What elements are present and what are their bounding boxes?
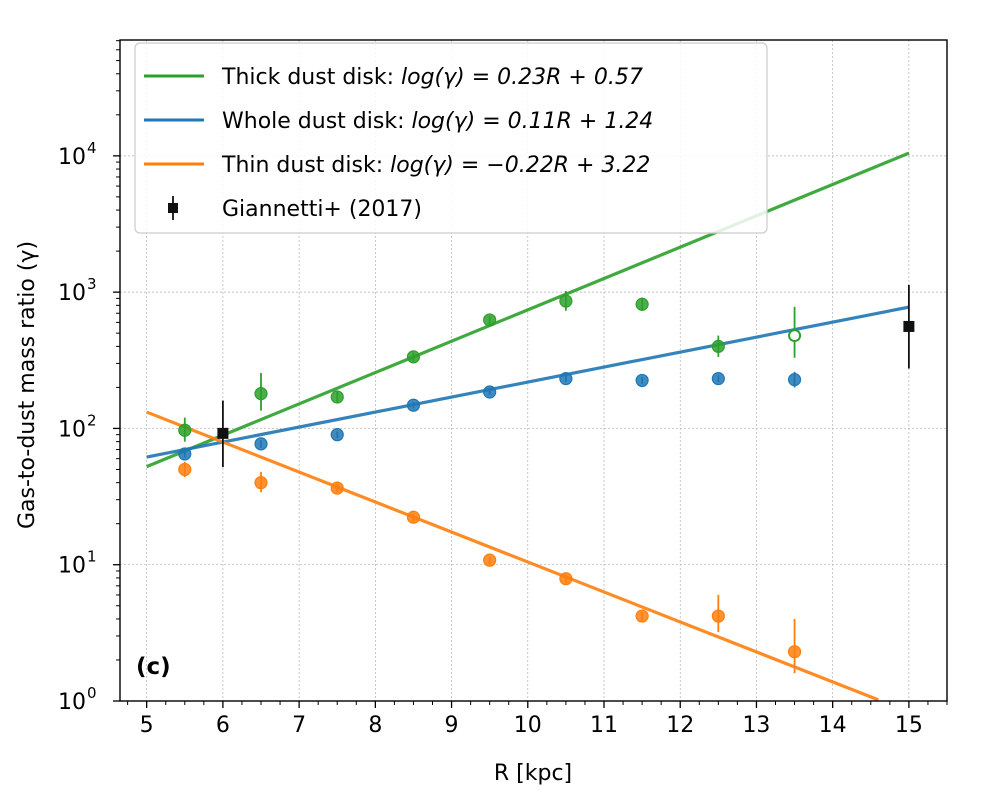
data-point-whole-dust-disk — [483, 385, 497, 399]
y-tick-label: 10 — [58, 554, 86, 579]
data-point-whole-dust-disk — [635, 373, 649, 388]
x-tick-label: 15 — [895, 713, 923, 738]
y-tick-label: 10 — [58, 690, 86, 715]
x-tick-label: 10 — [514, 713, 542, 738]
x-tick-label: 7 — [292, 713, 306, 738]
data-point-thin-dust-disk — [635, 609, 649, 623]
data-point-thin-dust-disk — [406, 510, 421, 524]
y-tick-base: 10 — [58, 145, 86, 170]
legend-box — [134, 42, 768, 234]
legend-label-thick: Thick dust disk: log(γ) = 0.23R + 0.57 — [221, 65, 643, 90]
data-point-thin-dust-disk — [330, 481, 344, 495]
data-point-thin-dust-disk — [254, 476, 268, 490]
fit-line-whole-dust-disk — [146, 305, 910, 459]
y-tick-label: 10 — [58, 145, 86, 170]
data-point-giannetti-2017- — [217, 427, 229, 439]
y-tick-base: 10 — [58, 417, 86, 442]
y-tick-exponent: 0 — [87, 684, 97, 702]
data-point-thick-dust-disk — [635, 297, 649, 311]
legend-label-thick-name: Thick dust disk: — [221, 65, 394, 90]
data-point-thick-dust-disk — [406, 350, 421, 364]
x-tick-label: 9 — [445, 713, 459, 738]
plot-frame — [119, 39, 948, 702]
legend-label-whole: Whole dust disk: log(γ) = 0.11R + 1.24 — [222, 109, 653, 134]
x-tick-label: 13 — [742, 713, 770, 738]
y-tick-base: 10 — [58, 554, 86, 579]
legend-label-thick-formula: log(γ) = 0.23R + 0.57 — [401, 65, 643, 90]
x-tick-label: 6 — [216, 713, 230, 738]
data-point-thick-dust-disk — [254, 387, 268, 401]
y-tick-exponent: 2 — [87, 411, 97, 429]
data-point-thin-dust-disk — [483, 553, 497, 567]
y-axis-label: Gas-to-dust mass ratio (γ) — [15, 241, 40, 529]
legend-label-whole-name: Whole dust disk: — [222, 109, 404, 134]
fit-lines — [146, 151, 910, 702]
fit-line-thick-dust-disk — [146, 151, 910, 469]
legend-label-giannetti: Giannetti+ (2017) — [222, 197, 422, 222]
data-point-whole-dust-disk — [254, 437, 268, 451]
legend: Thick dust disk: log(γ) = 0.23R + 0.57 W… — [134, 42, 768, 234]
x-tick-label: 5 — [140, 713, 154, 738]
data-point-thin-dust-disk — [559, 572, 573, 586]
x-tick-label: 8 — [368, 713, 382, 738]
data-points — [178, 284, 915, 674]
data-point-whole-dust-disk — [787, 373, 802, 387]
y-tick-base: 10 — [58, 281, 86, 306]
x-axis-label: R [kpc] — [494, 761, 572, 786]
data-point-thick-dust-disk-open-point- — [788, 329, 802, 343]
panel-label: (c) — [136, 654, 171, 680]
data-point-whole-dust-disk — [559, 372, 573, 386]
legend-swatch-giannetti-marker — [168, 203, 178, 213]
x-tick-label: 14 — [819, 713, 847, 738]
x-tick-label: 11 — [590, 713, 618, 738]
data-point-whole-dust-disk — [711, 372, 725, 386]
legend-label-thin-name: Thin dust disk: — [221, 153, 383, 178]
x-tick-label: 12 — [666, 713, 694, 738]
x-axis-ticks: 5 6 7 8 9 10 11 12 13 14 15 — [127, 701, 948, 738]
legend-label-whole-formula: log(γ) = 0.11R + 1.24 — [411, 109, 653, 134]
data-point-thick-dust-disk — [711, 339, 725, 353]
data-point-giannetti-2017- — [903, 320, 915, 332]
fit-line-thin-dust-disk — [146, 410, 879, 702]
legend-label-thin: Thin dust disk: log(γ) = −0.22R + 3.22 — [221, 153, 650, 178]
y-tick-label: 10 — [58, 281, 86, 306]
y-tick-exponent: 1 — [87, 548, 97, 566]
data-point-thin-dust-disk — [178, 462, 192, 477]
data-point-thick-dust-disk — [178, 423, 192, 437]
data-point-whole-dust-disk — [178, 447, 192, 461]
y-tick-label: 10 — [58, 417, 86, 442]
y-tick-exponent: 4 — [87, 139, 97, 157]
data-point-whole-dust-disk — [406, 398, 421, 412]
data-point-thick-dust-disk — [483, 313, 497, 327]
y-tick-exponent: 3 — [87, 275, 97, 293]
data-point-thin-dust-disk — [711, 609, 725, 623]
data-point-whole-dust-disk — [330, 428, 344, 442]
data-point-thin-dust-disk — [787, 645, 802, 659]
data-point-thick-dust-disk — [330, 390, 344, 404]
data-point-thick-dust-disk — [559, 294, 573, 308]
legend-label-thin-formula: log(γ) = −0.22R + 3.22 — [390, 153, 650, 178]
y-tick-base: 10 — [58, 690, 86, 715]
